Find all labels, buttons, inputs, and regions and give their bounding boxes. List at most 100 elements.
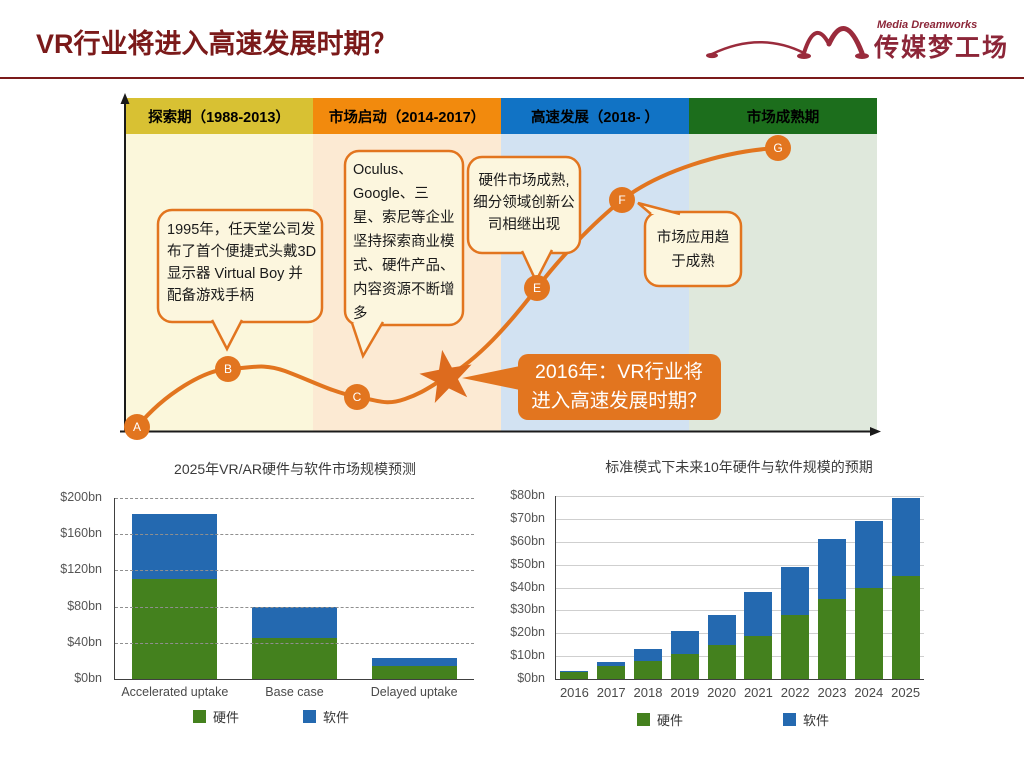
phase-header-growth: 高速发展（2018- ） xyxy=(501,98,689,134)
legend-label: 软件 xyxy=(803,713,830,728)
bar-segment-hardware xyxy=(132,579,218,679)
gridline xyxy=(556,610,924,612)
y-tick-label: $60bn xyxy=(510,533,545,548)
bar-segment-software xyxy=(252,606,337,639)
y-tick-label: $0bn xyxy=(517,671,545,685)
chart-left-legend: 硬件 软件 xyxy=(193,707,349,726)
gridline xyxy=(115,498,474,499)
y-tick-label: $80bn xyxy=(67,598,102,613)
point-f: F xyxy=(609,187,635,213)
gridline xyxy=(115,534,474,536)
chart-right-title: 标准模式下未来10年硬件与软件规模的预期 xyxy=(605,459,873,475)
bar-segment-software xyxy=(854,521,883,588)
software-swatch-icon xyxy=(783,713,797,726)
gridline xyxy=(115,606,474,608)
bar-segment-hardware xyxy=(560,672,589,679)
highlight-line-1: 2016年：VR行业将 xyxy=(535,361,703,383)
bar-segment-hardware xyxy=(634,660,662,679)
x-category-label: 2020 xyxy=(707,685,737,700)
callout-text-4: 市场应用趋于成熟 xyxy=(656,230,730,270)
gridline xyxy=(556,564,924,566)
bar-segment-software xyxy=(560,671,589,673)
bar-segment-hardware xyxy=(744,635,773,679)
gridline xyxy=(556,541,924,543)
logo-name: 传媒梦工场 xyxy=(873,34,1009,62)
x-category-label: Base case xyxy=(265,685,324,699)
hardware-swatch-icon xyxy=(637,713,650,726)
chart-left-title: 2025年VR/AR硬件与软件市场规模预测 xyxy=(174,461,416,477)
gridline xyxy=(556,633,924,635)
y-tick-label: $30bn xyxy=(510,602,545,617)
legend-item-software: 软件 xyxy=(303,707,349,726)
bar-segment-software xyxy=(781,566,810,615)
point-e: E xyxy=(524,275,550,301)
legend-label: 硬件 xyxy=(213,710,240,725)
x-category-label: Accelerated uptake xyxy=(121,685,229,699)
legend-label: 软件 xyxy=(323,710,350,725)
bar-segment-hardware xyxy=(670,653,699,679)
highlight-text: 2016年：VR行业将 进入高速发展时期？ xyxy=(520,358,718,416)
gridline xyxy=(556,496,924,497)
bar-segment-hardware xyxy=(818,598,846,679)
phase-header-exploration: 探索期（1988-2013） xyxy=(125,98,313,134)
y-tick-label: $0bn xyxy=(74,671,102,685)
bar-segment-software xyxy=(891,498,920,577)
bar-segment-software xyxy=(818,539,846,599)
callout-text-2: Oculus、Google、三星、索尼等企业坚持探索商业模式、硬件产品、内容资源… xyxy=(353,162,455,322)
x-category-label: 2024 xyxy=(854,685,884,700)
point-a: A xyxy=(124,414,150,440)
y-tick-label: $40bn xyxy=(67,634,102,649)
bar-segment-hardware xyxy=(597,666,626,679)
y-tick-label: $50bn xyxy=(510,556,545,571)
y-tick-label: $40bn xyxy=(510,579,545,594)
bar-segment-hardware xyxy=(371,666,457,679)
gridline xyxy=(556,656,924,658)
chart-right-legend: 硬件 软件 xyxy=(637,710,829,729)
phase-header-maturity: 市场成熟期 xyxy=(689,98,877,134)
chart-left-y-axis: $0bn $40bn $80bn $120bn $160bn $200bn xyxy=(48,490,106,685)
gridline xyxy=(556,587,924,589)
company-logo: Media Dreamworks 传媒梦工场 xyxy=(706,19,1009,62)
y-tick-label: $80bn xyxy=(510,488,545,502)
x-category-label: 2017 xyxy=(596,685,626,700)
y-tick-label: $200bn xyxy=(60,490,102,504)
legend-item-software: 软件 xyxy=(783,710,829,729)
y-tick-label: $70bn xyxy=(510,510,545,525)
bar-segment-software xyxy=(670,630,699,654)
bar-segment-software xyxy=(597,661,626,667)
bar-segment-software xyxy=(634,649,662,661)
y-tick-label: $160bn xyxy=(60,526,102,541)
bar-segment-hardware xyxy=(854,587,883,679)
bar-segment-hardware xyxy=(707,644,736,679)
point-c: C xyxy=(344,384,370,410)
gridline xyxy=(115,570,474,572)
software-swatch-icon xyxy=(303,710,317,723)
bar-segment-software xyxy=(707,614,736,645)
legend-item-hardware: 硬件 xyxy=(193,707,239,726)
x-category-label: 2016 xyxy=(559,685,589,700)
highlight-line-2: 进入高速发展时期？ xyxy=(531,390,707,412)
chart-right-plot: 2016 2017 2018 2019 2020 2021 2022 2023 2024 2025 xyxy=(555,496,924,700)
bar-segment-software xyxy=(371,658,457,667)
y-tick-label: $120bn xyxy=(60,562,102,577)
gridline xyxy=(556,518,924,520)
x-category-label: 2018 xyxy=(633,685,663,700)
bar-segment-hardware xyxy=(781,614,810,679)
bar-segment-software xyxy=(744,592,773,636)
point-b: B xyxy=(215,356,241,382)
x-category-label: 2019 xyxy=(670,685,700,700)
bar-segment-hardware xyxy=(891,576,920,679)
legend-item-hardware: 硬件 xyxy=(637,710,683,729)
x-category-label: 2023 xyxy=(817,685,847,700)
bounce-dots-icon xyxy=(706,52,869,59)
x-category-label: 2021 xyxy=(743,685,773,700)
callout-text-1: 1995年，任天堂公司发布了首个便捷式头戴3D显示器 Virtual Boy 并… xyxy=(167,222,317,304)
x-category-label: Delayed uptake xyxy=(370,685,458,699)
x-category-label: 2022 xyxy=(780,685,810,700)
bar-segment-hardware xyxy=(252,638,337,679)
y-tick-label: $10bn xyxy=(510,648,545,663)
callout-text-3: 硬件市场成熟,细分领域创新公司相继出现 xyxy=(473,173,575,233)
point-g: G xyxy=(765,135,791,161)
hardware-swatch-icon xyxy=(193,710,206,723)
